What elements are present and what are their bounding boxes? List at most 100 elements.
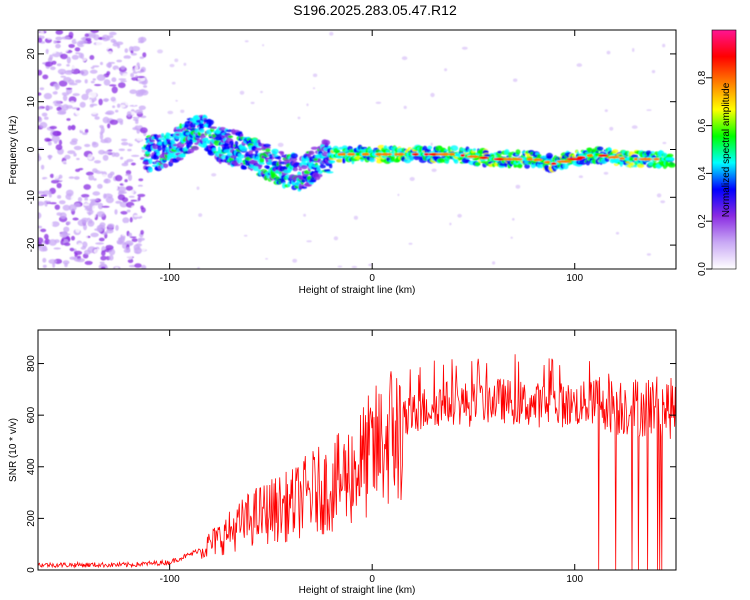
noise-blob [94, 83, 102, 87]
noise-blob [75, 109, 83, 116]
noise-blob [306, 240, 312, 243]
noise-blob [68, 31, 74, 38]
noise-blob [39, 48, 44, 52]
ridge-blob [319, 164, 326, 169]
noise-blob [119, 120, 124, 125]
noise-blob [44, 61, 53, 67]
ridge-peak [526, 157, 534, 161]
noise-blob [274, 105, 278, 108]
ridge-blob [156, 151, 161, 156]
noise-blob [169, 63, 175, 68]
noise-blob [103, 193, 107, 199]
noise-blob [111, 77, 117, 83]
ridge-blob [301, 179, 306, 183]
noise-blob [39, 87, 45, 91]
noise-blob [88, 91, 97, 99]
noise-blob [127, 148, 132, 152]
noise-blob [127, 77, 132, 85]
ridge-peak [619, 157, 625, 160]
ridge-blob [208, 119, 215, 125]
ridge-peak [460, 154, 465, 157]
noise-blob [646, 109, 652, 111]
noise-blob [131, 205, 138, 209]
ridge-blob [517, 163, 523, 169]
ridge-blob [223, 144, 230, 151]
ridge-blob [587, 147, 593, 153]
ridge-peak [503, 157, 515, 161]
noise-blob [115, 109, 119, 113]
noise-blob [107, 100, 111, 107]
noise-blob [127, 174, 133, 181]
noise-blob [138, 105, 146, 111]
noise-blob [41, 112, 48, 117]
noise-blob [75, 226, 81, 233]
noise-blob [136, 128, 140, 134]
noise-blob [176, 43, 180, 48]
ridge-blob [585, 159, 591, 166]
noise-blob [47, 141, 52, 146]
noise-blob [183, 62, 187, 66]
ridge-core [669, 157, 675, 161]
noise-blob [92, 141, 97, 146]
noise-blob [71, 65, 77, 70]
noise-blob [48, 239, 57, 246]
ridge-blob [209, 126, 217, 129]
noise-blob [143, 85, 148, 88]
ridge-blob [308, 150, 315, 155]
noise-blob [111, 261, 118, 265]
noise-blob [609, 126, 614, 131]
y-tick-label: 0 [26, 567, 37, 573]
noise-blob [78, 73, 82, 79]
noise-blob [651, 228, 658, 231]
noise-blob [103, 51, 107, 55]
noise-blob [68, 204, 77, 212]
noise-blob [68, 176, 75, 179]
ridge-peak [556, 160, 572, 164]
noise-blob [38, 225, 43, 229]
noise-blob [137, 196, 141, 201]
ridge-blob [651, 151, 655, 154]
noise-blob [145, 112, 149, 116]
noise-blob [40, 30, 44, 36]
noise-blob [92, 78, 97, 81]
noise-blob [660, 200, 666, 204]
ridge-blob [202, 142, 208, 146]
noise-blob [51, 60, 57, 65]
noise-blob [100, 266, 106, 269]
noise-blob [265, 133, 269, 136]
ridge-blob [474, 162, 481, 166]
ridge-blob [242, 166, 248, 170]
noise-blob [93, 248, 101, 255]
ridge-blob [173, 145, 177, 150]
ridge-blob [301, 164, 308, 170]
noise-blob [611, 252, 617, 257]
noise-blob [131, 238, 138, 243]
noise-blob [624, 65, 630, 69]
ridge-blob [255, 150, 259, 154]
noise-blob [70, 197, 75, 201]
noise-blob [579, 248, 585, 251]
noise-blob [350, 142, 354, 145]
noise-blob [104, 112, 112, 115]
noise-blob [115, 41, 124, 46]
ridge-peak [638, 157, 653, 161]
noise-blob [77, 197, 83, 202]
noise-blob [39, 121, 48, 129]
noise-blob [122, 197, 129, 203]
noise-blob [125, 170, 132, 175]
noise-blob [81, 209, 87, 213]
noise-blob [483, 115, 486, 118]
ridge-blob [280, 151, 285, 156]
ridge-blob [190, 122, 196, 129]
noise-blob [560, 133, 563, 137]
noise-blob [75, 52, 80, 55]
noise-blob [95, 242, 104, 245]
ridge-blob [490, 154, 496, 158]
noise-blob [61, 62, 65, 69]
noise-blob [72, 93, 80, 97]
noise-blob [103, 178, 111, 184]
noise-blob [40, 139, 43, 143]
noise-blob [89, 198, 99, 202]
noise-blob [260, 90, 263, 94]
noise-blob [42, 190, 52, 195]
